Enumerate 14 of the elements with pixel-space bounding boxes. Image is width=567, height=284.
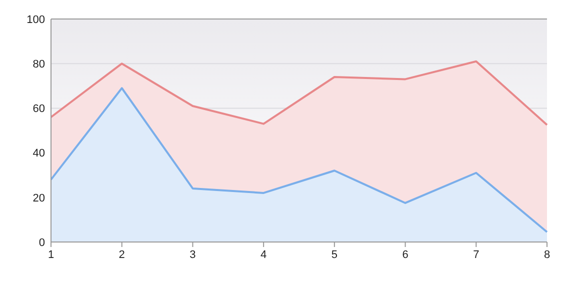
x-tick-label: 8 [544, 249, 550, 261]
y-tick-label: 80 [32, 58, 45, 70]
y-tick-label: 0 [38, 236, 45, 249]
x-tick-label: 3 [190, 249, 196, 261]
x-tick-label: 1 [48, 249, 54, 261]
y-tick-label: 20 [32, 192, 45, 204]
x-tick-label: 7 [473, 249, 480, 261]
x-tick-label: 6 [402, 249, 408, 261]
x-tick-label: 5 [331, 249, 338, 261]
x-tick-label: 2 [118, 249, 125, 261]
y-tick-label: 40 [32, 148, 45, 160]
x-tick-label: 4 [260, 249, 267, 261]
y-tick-label: 100 [26, 14, 45, 26]
y-tick-label: 60 [32, 103, 45, 116]
